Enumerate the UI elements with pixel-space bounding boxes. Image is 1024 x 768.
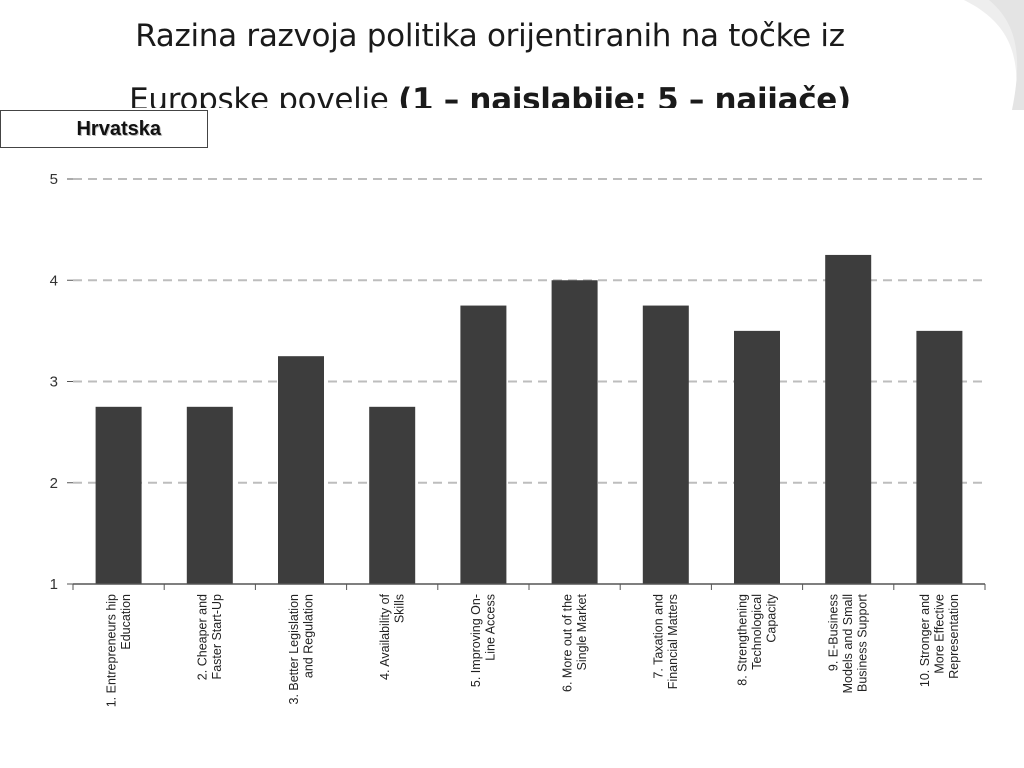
- x-category-label-2: 2. Cheaper andFaster Start-Up: [196, 594, 225, 680]
- title-line-2-bold: (1 – najslabije; 5 – najjače): [398, 82, 851, 108]
- bar-1: [95, 406, 142, 584]
- y-tick-label-4: 4: [50, 272, 58, 289]
- bar-10: [916, 330, 963, 584]
- bar-3: [278, 356, 324, 584]
- country-label-box: Hrvatska: [0, 110, 208, 148]
- slide-title: Razina razvoja politika orijentiranih na…: [0, 0, 990, 108]
- bar-2: [186, 406, 233, 584]
- title-line-1: Razina razvoja politika orijentiranih na…: [135, 18, 845, 54]
- x-category-label-3: 3. Better Legislationand Regulation: [287, 594, 316, 705]
- y-tick-label-5: 5: [50, 171, 58, 188]
- x-category-label-10: 10. Stronger andMore EffectiveRepresenta…: [918, 594, 961, 687]
- x-category-label-8: 8. StrengtheningTechnologicalCapacity: [736, 593, 779, 685]
- title-line-2: Europske povelje (1 – najslabije; 5 – na…: [0, 70, 990, 108]
- axes: 1 2 3 4 5: [50, 171, 986, 593]
- x-category-label-5: 5. Improving On-Line Access: [469, 594, 498, 687]
- y-tick-label-3: 3: [50, 374, 58, 391]
- bars: [95, 254, 963, 584]
- bar-4: [369, 406, 416, 584]
- bar-5: [460, 305, 507, 584]
- bar-chart: 1 2 3 4 5 1. Entrepreneurs hipEducation 2. Ch…: [50, 171, 986, 707]
- y-tick-label-1: 1: [50, 576, 58, 593]
- x-category-label-6: 6. More out of theSingle Market: [560, 593, 589, 691]
- y-tick-label-2: 2: [50, 475, 58, 492]
- title-line-2-normal: Europske povelje: [129, 82, 389, 108]
- x-category-label-7: 7. Taxation andFinancial Matters: [652, 594, 681, 689]
- bar-6: [551, 280, 598, 584]
- decorative-swoosh: [964, 0, 1024, 110]
- country-label: Hrvatska: [76, 118, 161, 140]
- x-category-label-1: 1. Entrepreneurs hipEducation: [104, 594, 133, 707]
- bar-9: [825, 254, 872, 584]
- bar-7: [642, 305, 689, 584]
- x-category-label-4: 4. Availability ofSkills: [378, 593, 407, 679]
- bar-8: [734, 330, 780, 584]
- x-category-label-9: 9. E-BusinessModels and SmallBusiness Su…: [827, 593, 870, 693]
- category-labels: 1. Entrepreneurs hipEducation 2. Cheaper …: [104, 593, 961, 707]
